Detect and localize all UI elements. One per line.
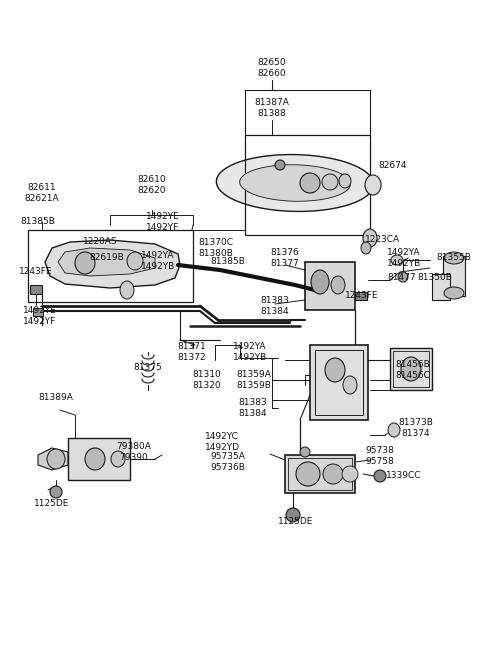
Ellipse shape xyxy=(300,173,320,193)
Ellipse shape xyxy=(120,281,134,299)
Text: 82611
82621A: 82611 82621A xyxy=(24,183,60,202)
Ellipse shape xyxy=(444,287,464,299)
Ellipse shape xyxy=(50,486,62,498)
Bar xyxy=(305,262,355,310)
Text: 81373B
81374: 81373B 81374 xyxy=(398,419,433,438)
Text: 95738
95758: 95738 95758 xyxy=(366,446,395,466)
Ellipse shape xyxy=(111,451,125,467)
Text: 82610
82620: 82610 82620 xyxy=(138,176,166,195)
Polygon shape xyxy=(240,165,350,201)
Bar xyxy=(33,308,43,316)
Bar xyxy=(390,348,432,390)
Ellipse shape xyxy=(342,466,358,482)
Ellipse shape xyxy=(444,252,464,264)
Text: 81385B: 81385B xyxy=(21,217,55,227)
Ellipse shape xyxy=(300,447,310,457)
Text: 81385B: 81385B xyxy=(211,257,245,265)
Bar xyxy=(432,274,450,300)
Text: 1243FE: 1243FE xyxy=(19,267,53,276)
Ellipse shape xyxy=(323,464,343,484)
Text: 1492YA
1492YB: 1492YA 1492YB xyxy=(141,252,175,271)
Ellipse shape xyxy=(398,272,408,282)
Text: 1125DE: 1125DE xyxy=(278,517,314,527)
Text: 81376
81377: 81376 81377 xyxy=(271,248,300,268)
Text: 1492YE
1492YF: 1492YE 1492YF xyxy=(23,307,57,326)
Ellipse shape xyxy=(286,508,300,522)
Text: 81387A
81388: 81387A 81388 xyxy=(254,98,289,118)
Bar xyxy=(315,350,363,415)
Ellipse shape xyxy=(325,358,345,382)
Ellipse shape xyxy=(127,252,143,270)
Text: 81477: 81477 xyxy=(388,272,416,282)
Text: 1223CA: 1223CA xyxy=(365,236,400,244)
Bar xyxy=(30,285,42,294)
Bar xyxy=(443,256,465,296)
Ellipse shape xyxy=(374,470,386,482)
Text: 1243FE: 1243FE xyxy=(345,291,379,299)
Text: 81370C
81380B: 81370C 81380B xyxy=(198,238,233,257)
Ellipse shape xyxy=(401,357,421,381)
Text: 81375: 81375 xyxy=(133,364,162,373)
Polygon shape xyxy=(38,448,68,470)
Text: 81359A
81359B: 81359A 81359B xyxy=(237,370,271,390)
Text: 81389A: 81389A xyxy=(38,394,73,403)
Ellipse shape xyxy=(296,462,320,486)
Text: 81371
81372: 81371 81372 xyxy=(178,343,206,362)
Text: 82674: 82674 xyxy=(378,160,407,170)
Polygon shape xyxy=(216,155,373,212)
Text: 95735A
95736B: 95735A 95736B xyxy=(211,453,245,472)
Text: 81355B: 81355B xyxy=(437,253,471,263)
Ellipse shape xyxy=(388,423,400,437)
Text: 1125DE: 1125DE xyxy=(34,500,70,508)
Text: 1339CC: 1339CC xyxy=(386,472,422,481)
Text: 1492YC
1492YD: 1492YC 1492YD xyxy=(204,432,240,452)
Ellipse shape xyxy=(363,229,377,247)
Ellipse shape xyxy=(275,160,285,170)
Ellipse shape xyxy=(339,174,351,188)
Ellipse shape xyxy=(361,242,371,254)
Text: 81383
81384: 81383 81384 xyxy=(261,296,289,316)
Text: 82650
82660: 82650 82660 xyxy=(258,58,286,78)
Bar xyxy=(285,455,355,493)
Bar xyxy=(393,351,429,387)
Bar xyxy=(28,230,193,302)
Text: 81310
81320: 81310 81320 xyxy=(192,370,221,390)
Bar xyxy=(310,345,368,420)
Ellipse shape xyxy=(322,174,338,190)
Text: 81456B
81456C: 81456B 81456C xyxy=(396,360,431,380)
Bar xyxy=(245,135,370,235)
Ellipse shape xyxy=(391,255,403,265)
Ellipse shape xyxy=(365,175,381,195)
Ellipse shape xyxy=(47,449,65,469)
Ellipse shape xyxy=(331,276,345,294)
Text: 79380A
79390: 79380A 79390 xyxy=(117,442,151,462)
Ellipse shape xyxy=(343,376,357,394)
Text: 1220AS: 1220AS xyxy=(83,236,117,246)
Ellipse shape xyxy=(85,448,105,470)
Polygon shape xyxy=(58,248,155,276)
Text: 81383
81384: 81383 81384 xyxy=(239,398,267,418)
Bar xyxy=(288,458,352,490)
Text: 1492YE
1492YF: 1492YE 1492YF xyxy=(146,212,180,232)
Bar xyxy=(355,292,367,300)
Text: 1492YA
1492YB: 1492YA 1492YB xyxy=(387,248,421,268)
Text: 1492YA
1492YB: 1492YA 1492YB xyxy=(233,343,267,362)
Text: 82619B: 82619B xyxy=(90,253,124,263)
Ellipse shape xyxy=(311,270,329,294)
Ellipse shape xyxy=(75,252,95,274)
Polygon shape xyxy=(45,240,180,288)
Text: 81350B: 81350B xyxy=(418,272,453,282)
Bar xyxy=(68,438,130,480)
